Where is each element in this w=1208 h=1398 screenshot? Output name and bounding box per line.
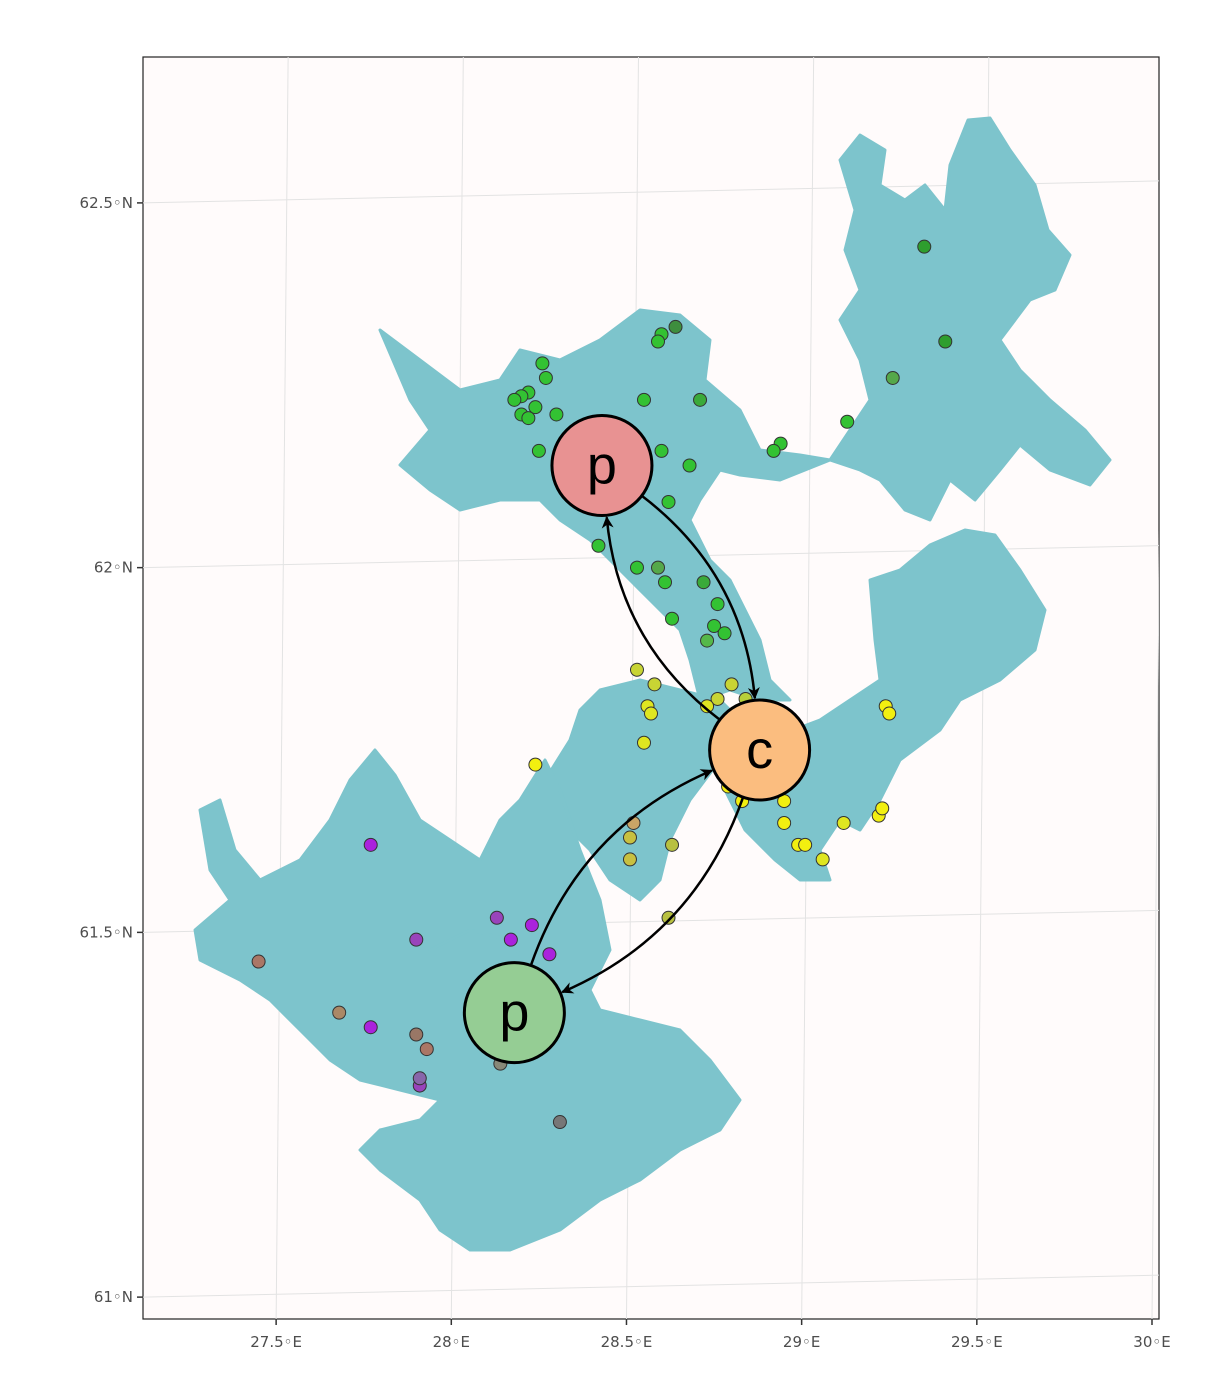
site-point-30 xyxy=(665,611,680,626)
y-tick-label: 61◦N xyxy=(94,1288,133,1306)
site-point-50 xyxy=(836,815,851,830)
site-point-75 xyxy=(552,1115,567,1130)
network-nodes: p c p xyxy=(462,414,812,1065)
axes: 27.5◦E 28◦E 28.5◦E 29◦E 29.5◦E 30◦E 62.5◦N 62◦N… xyxy=(80,194,1171,1351)
site-point-54 xyxy=(798,837,813,852)
site-point-33 xyxy=(700,633,715,648)
site-point-6 xyxy=(668,319,683,334)
grid-line-lat-3 xyxy=(143,1274,1159,1298)
site-point-40 xyxy=(700,699,715,714)
x-tick-label: 29◦E xyxy=(783,1333,820,1351)
site-point-39 xyxy=(710,691,725,706)
x-tick-label: 28.5◦E xyxy=(601,1333,653,1351)
site-point-17 xyxy=(549,407,564,422)
grid-line-lon-0 xyxy=(275,57,289,1319)
network-edges xyxy=(529,494,760,994)
site-point-3 xyxy=(840,414,855,429)
site-point-27 xyxy=(658,575,673,590)
site-point-35 xyxy=(647,677,662,692)
site-point-29 xyxy=(710,597,725,612)
x-tick-label: 30◦E xyxy=(1133,1333,1170,1351)
site-point-64 xyxy=(524,918,539,933)
site-point-16 xyxy=(521,411,536,426)
site-point-24 xyxy=(591,538,606,553)
node-label-center: c xyxy=(746,720,773,780)
y-tick-label: 62◦N xyxy=(94,559,133,577)
site-point-45 xyxy=(528,757,543,772)
site-point-68 xyxy=(251,954,266,969)
site-point-67 xyxy=(363,1020,378,1035)
node-center xyxy=(708,698,812,802)
lake-northeast xyxy=(828,116,1112,522)
sampling-sites xyxy=(251,239,953,1130)
site-point-59 xyxy=(622,852,637,867)
y-tick-label: 61.5◦N xyxy=(80,923,133,941)
site-point-31 xyxy=(707,618,722,633)
x-tick-label: 29.5◦E xyxy=(951,1333,1003,1351)
site-point-69 xyxy=(332,1005,347,1020)
grid-line-lon-5 xyxy=(1151,529,1159,1319)
site-point-19 xyxy=(636,392,651,407)
site-point-21 xyxy=(654,443,669,458)
site-point-71 xyxy=(419,1042,434,1057)
edge-south-to-center xyxy=(529,769,713,966)
y-tick-label: 62.5◦N xyxy=(80,194,133,212)
site-point-28 xyxy=(696,575,711,590)
site-point-0 xyxy=(917,239,932,254)
site-point-63 xyxy=(489,910,504,925)
site-point-65 xyxy=(503,932,518,947)
site-point-38 xyxy=(724,677,739,692)
node-label-south: p xyxy=(499,983,529,1043)
node-south xyxy=(462,961,566,1065)
site-point-23 xyxy=(661,494,676,509)
x-tick-label: 28◦E xyxy=(433,1333,470,1351)
site-point-25 xyxy=(629,560,644,575)
site-point-13 xyxy=(528,400,543,415)
site-point-20 xyxy=(693,392,708,407)
node-north xyxy=(550,414,654,518)
site-point-62 xyxy=(409,932,424,947)
site-point-70 xyxy=(409,1027,424,1042)
site-point-43 xyxy=(882,706,897,721)
site-point-14 xyxy=(507,392,522,407)
lake-center xyxy=(543,678,742,902)
site-point-10 xyxy=(538,370,553,385)
site-point-52 xyxy=(875,801,890,816)
site-point-57 xyxy=(622,830,637,845)
edge-north-to-center xyxy=(640,494,760,700)
site-point-60 xyxy=(661,910,676,925)
site-point-32 xyxy=(717,626,732,641)
grid-line-lon-3 xyxy=(801,57,815,1319)
site-point-1 xyxy=(938,334,953,349)
site-point-8 xyxy=(651,334,666,349)
site-point-18 xyxy=(531,443,546,458)
site-point-61 xyxy=(363,837,378,852)
site-point-37 xyxy=(644,706,658,721)
site-point-73 xyxy=(412,1071,427,1086)
edge-center-to-south xyxy=(561,796,745,994)
site-point-49 xyxy=(777,815,792,830)
site-point-66 xyxy=(542,947,557,962)
site-point-55 xyxy=(815,852,830,867)
edge-center-to-north xyxy=(601,516,721,721)
site-point-5 xyxy=(766,443,781,458)
site-point-34 xyxy=(629,662,644,677)
site-point-2 xyxy=(885,370,900,385)
site-point-9 xyxy=(535,356,550,371)
site-point-44 xyxy=(636,735,651,750)
x-tick-label: 27.5◦E xyxy=(250,1333,302,1351)
site-point-22 xyxy=(682,458,697,473)
node-label-north: p xyxy=(587,436,617,496)
site-point-26 xyxy=(651,560,666,575)
site-point-58 xyxy=(665,837,680,852)
